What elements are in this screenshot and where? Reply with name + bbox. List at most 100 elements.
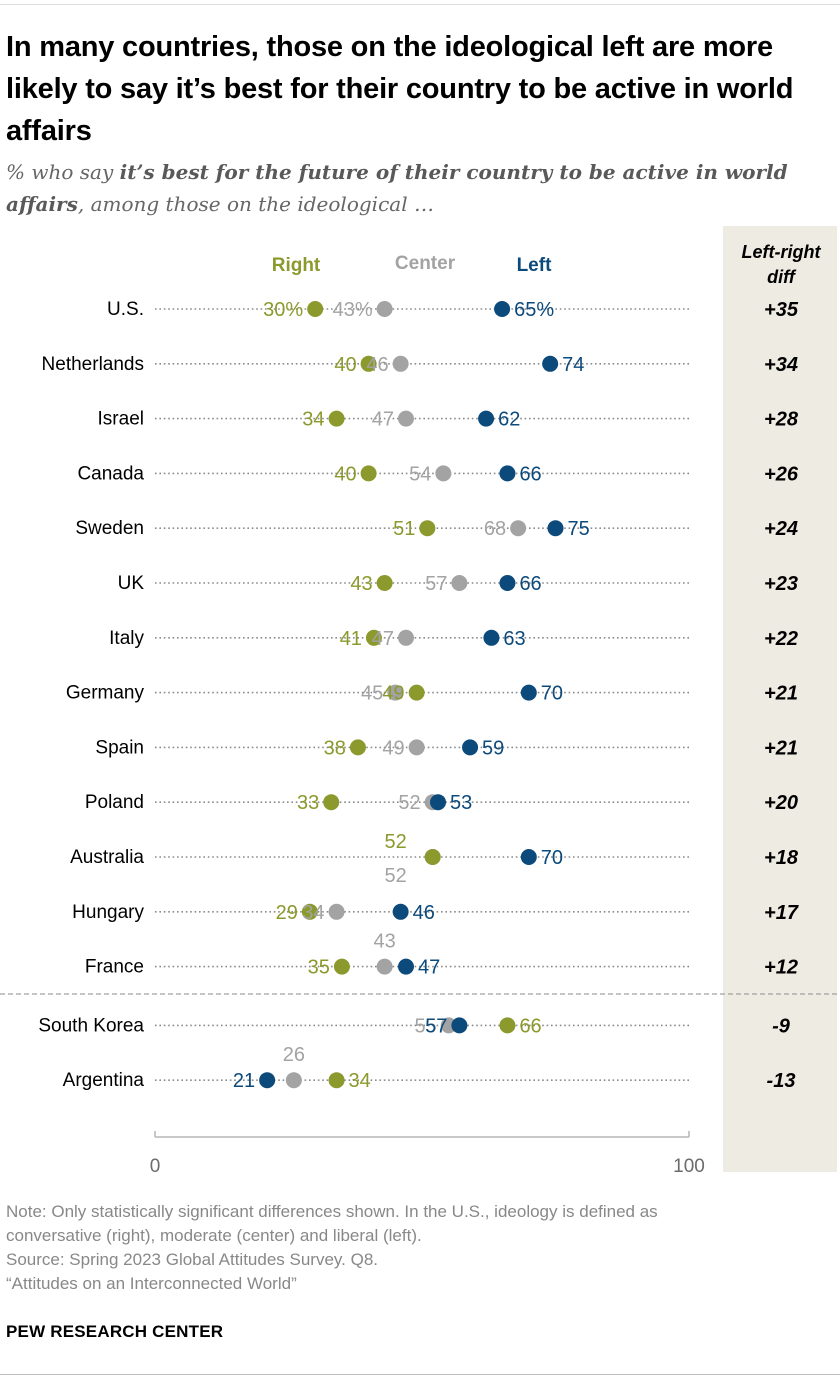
dot-right-uk	[376, 575, 393, 591]
dot-right-germany	[408, 684, 425, 701]
country-label-argentina: Argentina	[63, 1070, 145, 1091]
value-label-right-australia: 52	[385, 831, 407, 853]
value-label-right-u-s: 30%	[263, 299, 303, 321]
diff-value-spain: +21	[764, 737, 798, 759]
value-label-right-france: 35	[308, 957, 330, 979]
value-label-right-south-korea: 66	[519, 1015, 541, 1037]
dot-center-u-s	[376, 301, 393, 317]
value-label-left-france: 47	[418, 957, 440, 979]
value-label-right-israel: 34	[302, 409, 324, 431]
diff-value-south-korea: -9	[772, 1015, 791, 1037]
value-label-center-canada: 54	[409, 463, 431, 485]
dot-left-canada	[499, 465, 516, 482]
dot-right-poland	[323, 794, 340, 811]
dot-right-spain	[349, 739, 366, 756]
dot-left-spain	[462, 739, 479, 756]
country-label-germany: Germany	[66, 683, 145, 704]
value-label-center-australia: 52	[385, 865, 407, 887]
value-label-center-israel: 47	[372, 409, 394, 431]
dot-center-uk	[451, 575, 468, 591]
diff-value-hungary: +17	[764, 902, 799, 924]
country-label-canada: Canada	[77, 463, 144, 484]
value-label-right-canada: 40	[334, 463, 356, 485]
report-line: “Attitudes on an Interconnected World”	[6, 1274, 297, 1293]
dot-center-france	[376, 958, 393, 975]
diff-value-germany: +21	[764, 683, 798, 705]
value-label-center-poland: 52	[398, 792, 420, 814]
dot-left-sweden	[547, 520, 564, 537]
diff-value-france: +12	[764, 957, 798, 979]
country-label-south-korea: South Korea	[38, 1015, 144, 1036]
country-label-australia: Australia	[70, 847, 144, 868]
dot-left-south-korea	[451, 1017, 468, 1034]
value-label-right-hungary: 29	[276, 902, 298, 924]
pew-research-center-logo: PEW RESEARCH CENTER	[6, 1322, 224, 1341]
dot-left-germany	[520, 684, 537, 701]
diff-header-line1: Left-right	[742, 242, 822, 262]
dot-center-spain	[408, 739, 425, 756]
value-label-center-spain: 49	[382, 737, 404, 759]
diff-value-australia: +18	[764, 847, 799, 869]
country-label-france: France	[85, 957, 144, 978]
diff-value-u-s: +35	[764, 299, 799, 321]
value-label-center-hungary: 34	[302, 902, 324, 924]
source-line: Source: Spring 2023 Global Attitudes Sur…	[6, 1250, 379, 1269]
dot-right-south-korea	[499, 1017, 516, 1034]
value-label-right-sweden: 51	[393, 518, 415, 540]
chart-title: In many countries, those on the ideologi…	[6, 31, 794, 147]
country-label-italy: Italy	[109, 628, 144, 649]
dot-left-australia	[520, 849, 537, 865]
diff-value-israel: +28	[764, 409, 799, 431]
value-label-right-italy: 41	[340, 628, 362, 650]
subtitle-suffix: , among those on the ideological …	[77, 192, 434, 216]
value-label-left-canada: 66	[519, 463, 541, 485]
value-label-left-australia: 70	[541, 847, 563, 869]
value-label-right-poland: 33	[297, 792, 319, 814]
value-label-right-argentina: 34	[349, 1070, 371, 1092]
legend-center: Center	[395, 253, 456, 274]
country-label-u-s: U.S.	[107, 299, 144, 320]
dot-right-sweden	[419, 520, 436, 537]
dot-right-hungary	[301, 903, 318, 920]
country-label-spain: Spain	[95, 737, 144, 758]
dot-right-u-s	[307, 301, 324, 317]
dot-left-netherlands	[542, 355, 559, 372]
dot-right-australia	[424, 849, 441, 865]
value-label-right-uk: 43	[350, 573, 372, 595]
dot-left-italy	[483, 629, 500, 646]
value-label-left-poland: 53	[450, 792, 472, 814]
value-label-left-spain: 59	[482, 737, 504, 759]
dot-left-france	[397, 958, 414, 975]
diff-value-uk: +23	[764, 573, 798, 595]
value-label-left-u-s: 65%	[514, 299, 554, 321]
dot-center-germany	[387, 684, 404, 701]
value-label-left-sweden: 75	[568, 518, 590, 540]
dot-center-israel	[397, 410, 414, 427]
value-label-center-uk: 57	[425, 573, 447, 595]
value-label-left-germany: 70	[541, 683, 563, 705]
country-label-poland: Poland	[85, 792, 144, 813]
dot-left-israel	[478, 410, 495, 427]
diff-value-poland: +20	[764, 792, 798, 814]
diff-value-netherlands: +34	[764, 354, 798, 376]
diff-value-italy: +22	[764, 628, 798, 650]
value-label-center-france: 43	[373, 931, 395, 953]
value-label-center-italy: 47	[372, 628, 394, 650]
value-label-left-argentina: 21	[233, 1070, 255, 1092]
diff-header-line2: diff	[767, 267, 797, 287]
notes: Note: Only statistically significant dif…	[6, 1200, 826, 1296]
note-line-1: Note: Only statistically significant dif…	[6, 1202, 658, 1221]
value-label-center-south-korea: 55	[414, 1015, 436, 1037]
legend-left: Left	[517, 255, 553, 276]
subtitle-prefix: % who say	[6, 160, 120, 184]
dot-center-sweden	[510, 520, 527, 537]
dot-left-uk	[499, 575, 516, 591]
x-axis-label-min: 0	[150, 1156, 161, 1177]
value-label-left-italy: 63	[503, 628, 525, 650]
country-label-netherlands: Netherlands	[42, 354, 144, 375]
dot-left-argentina	[259, 1072, 276, 1089]
x-axis-label-max: 100	[673, 1156, 705, 1177]
value-label-left-israel: 62	[498, 409, 520, 431]
value-label-center-argentina: 26	[283, 1044, 305, 1066]
